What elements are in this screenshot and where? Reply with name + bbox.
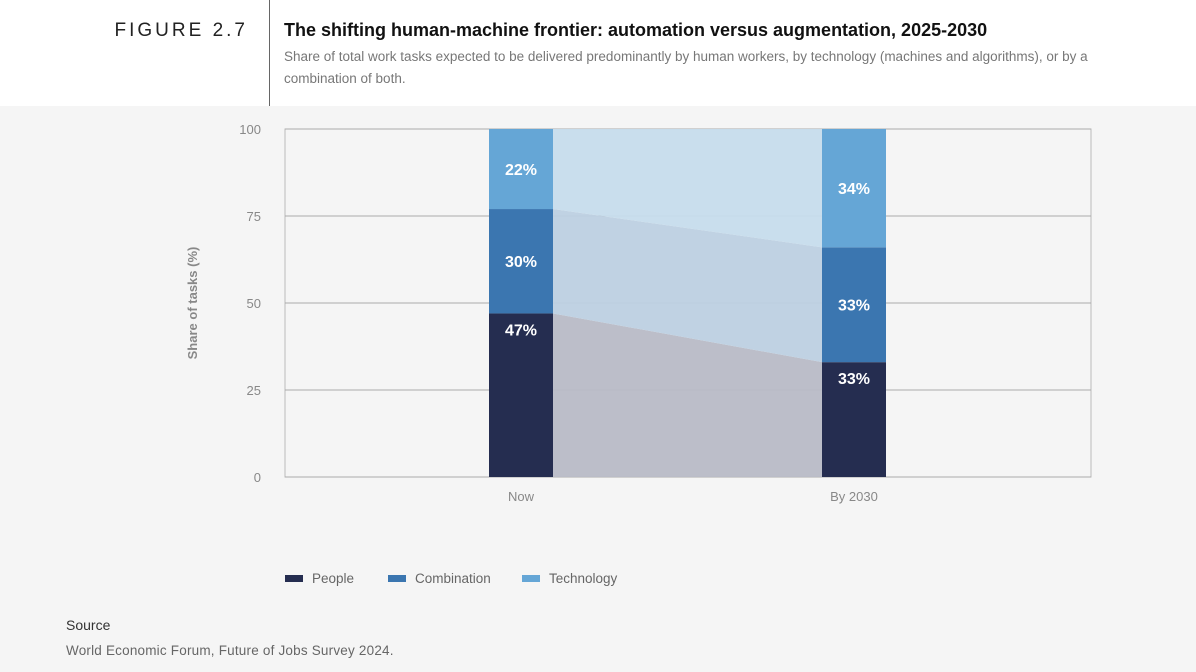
x-tick-label: By 2030 — [830, 489, 878, 504]
figure-label: FIGURE 2.7 — [114, 20, 248, 41]
stacked-bar-chart: 0 25 50 75 100 Share of tasks (%) 47% 30% 22% Now… — [185, 122, 1092, 586]
legend-swatch-technology — [522, 575, 540, 582]
bar-segment-combination — [822, 247, 886, 363]
y-tick-label: 50 — [247, 296, 261, 311]
flow-band-people — [553, 313, 822, 477]
bar-segment-technology — [822, 129, 886, 248]
legend-label: People — [312, 571, 354, 586]
data-label: 22% — [505, 162, 537, 179]
y-tick-label: 0 — [254, 470, 261, 485]
x-tick-label: Now — [508, 489, 535, 504]
y-axis-label: Share of tasks (%) — [185, 247, 200, 360]
legend-label: Technology — [549, 571, 618, 586]
bar-segment-people — [822, 362, 886, 477]
legend-swatch-combination — [388, 575, 406, 582]
flow-band-technology — [553, 129, 822, 248]
source-heading: Source — [66, 617, 111, 633]
chart-subtitle: Share of total work tasks expected to be… — [284, 49, 1088, 86]
legend-label: Combination — [415, 571, 491, 586]
bar-segment-technology — [489, 129, 553, 210]
y-tick-label: 100 — [239, 122, 261, 137]
bar-segment-combination — [489, 209, 553, 314]
chart-title: The shifting human-machine frontier: aut… — [284, 20, 988, 40]
data-label: 33% — [838, 371, 870, 388]
y-tick-label: 75 — [247, 209, 261, 224]
source-text: World Economic Forum, Future of Jobs Sur… — [66, 643, 394, 658]
figure-header: FIGURE 2.7 The shifting human-machine fr… — [0, 0, 1196, 106]
data-label: 34% — [838, 181, 870, 198]
data-label: 30% — [505, 254, 537, 271]
bar-segment-people — [489, 313, 553, 477]
flow-band-combination — [553, 209, 822, 363]
data-label: 47% — [505, 322, 537, 339]
header-divider — [269, 0, 270, 106]
y-tick-label: 25 — [247, 383, 261, 398]
data-label: 33% — [838, 298, 870, 315]
legend-swatch-people — [285, 575, 303, 582]
